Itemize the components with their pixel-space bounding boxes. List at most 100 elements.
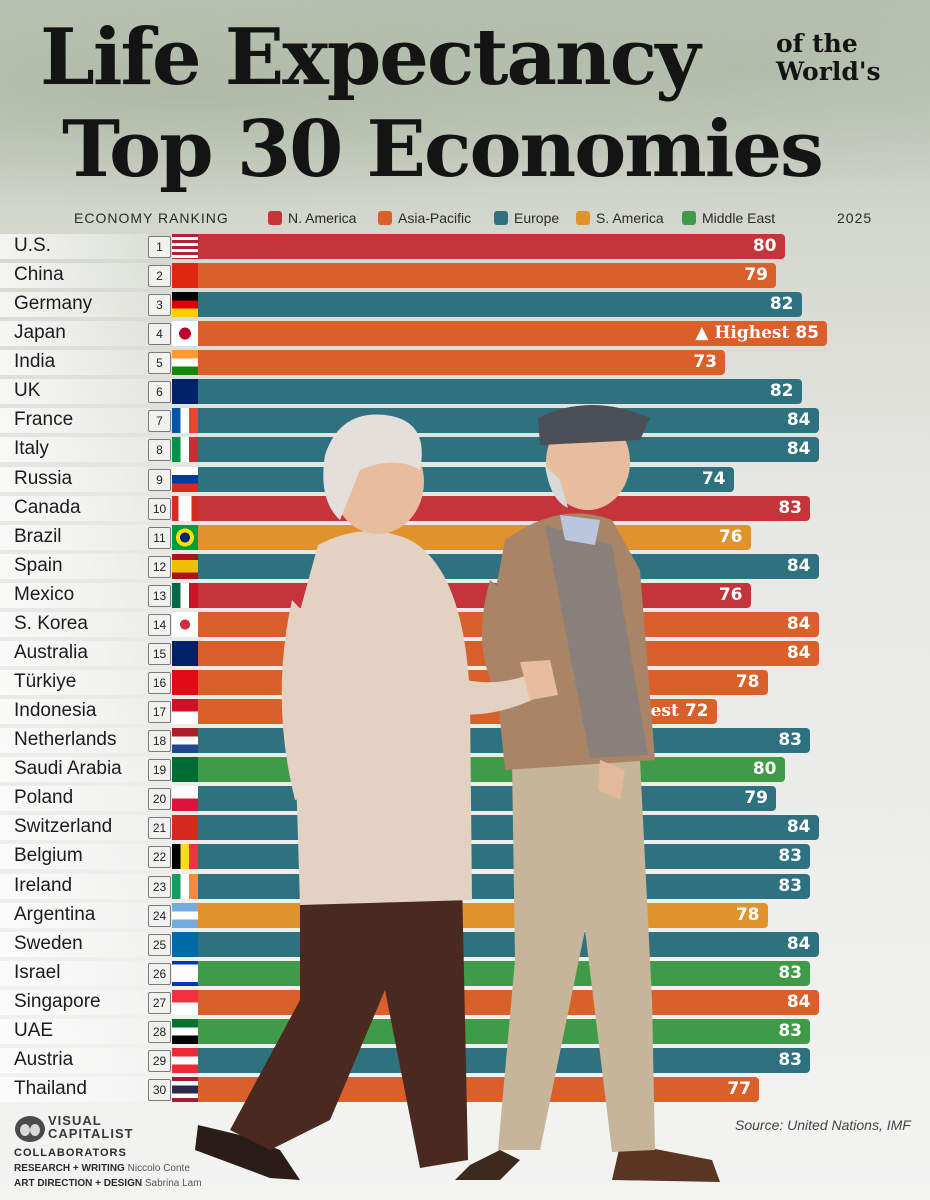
flag-icon [172,466,198,492]
row-label-background [0,670,150,696]
data-label: 74 [198,468,726,491]
row-label-background [0,234,150,259]
rank-badge: 29 [148,1049,171,1072]
country-label: Switzerland [14,816,113,838]
legend-swatch-europe [494,211,508,225]
flag-icon [172,553,198,579]
title-line-1: Life Expectancy [40,12,701,103]
row-label-background [0,931,150,957]
row-label-background [0,321,150,347]
row-label-background [0,292,150,318]
legend-label: S. America [596,210,664,226]
value-label: 72 [684,701,709,722]
rank-badge: 13 [148,584,171,607]
data-label: 73 [198,351,717,374]
value-label: 82 [769,294,794,315]
value-label: 83 [778,875,802,896]
flag-icon [172,234,198,259]
chart-row: Australia 15 84 [0,639,930,668]
country-label: Netherlands [14,729,117,751]
row-label-background [0,379,150,405]
research-name: Niccolo Conte [127,1163,190,1174]
flag-icon [172,873,198,899]
flag-icon [172,931,198,957]
flag-icon [172,437,198,463]
rank-badge: 15 [148,642,171,665]
row-label-background [0,263,150,289]
flag-icon [172,757,198,783]
data-label: 84 [198,816,811,839]
data-label: 79 [198,787,768,810]
country-label: Argentina [14,903,96,925]
rank-badge: 10 [148,497,171,520]
data-label: 84 [198,642,811,665]
country-label: Australia [14,641,88,663]
country-label: Brazil [14,525,62,547]
chart-row: U.S. 1 80 [0,232,930,261]
chart-row: Thailand 30 77 [0,1075,930,1104]
row-label-background [0,466,150,492]
country-label: Belgium [14,845,83,867]
credit-art: ART DIRECTION + DESIGN Sabrina Lam [14,1178,202,1189]
flag-icon [172,582,198,608]
chart-row: Saudi Arabia 19 80 [0,755,930,784]
flag-icon [172,379,198,405]
legend-item-europe: Europe [494,210,559,226]
value-label: 76 [718,584,743,605]
chart-row: Argentina 24 78 [0,901,930,930]
chart-row: Russia 9 74 [0,465,930,494]
chart-row: Canada 10 83 [0,494,930,523]
logo-line-2: CAPITALIST [48,1126,134,1141]
value-label: 84 [786,933,811,954]
value-label: 83 [778,1020,802,1041]
country-label: Russia [14,467,73,489]
rank-badge: 1 [148,236,171,258]
row-label-background [0,815,150,841]
legend-label: N. America [288,210,357,226]
rank-badge: 18 [148,730,171,753]
background-blur [0,0,930,230]
research-label: RESEARCH + WRITING [14,1163,125,1174]
credit-research: RESEARCH + WRITING Niccolo Conte [14,1163,190,1174]
flag-icon [172,1047,198,1073]
row-label-background [0,873,150,899]
chart-row: Belgium 22 83 [0,842,930,871]
country-label: Ireland [14,874,73,896]
row-label-background [0,728,150,754]
country-label: UAE [14,1019,54,1041]
flag-icon [172,524,198,550]
rank-badge: 22 [148,846,171,869]
flag-icon [172,292,198,318]
chart-row: UK 6 82 [0,377,930,406]
country-label: Spain [14,554,63,576]
flag-icon [172,408,198,434]
year-label: 2025 [837,210,873,226]
rank-badge: 5 [148,352,171,375]
legend-item-middle-east: Middle East [682,210,775,226]
country-label: Thailand [14,1078,87,1100]
flag-icon [172,495,198,521]
value-label: 84 [786,991,811,1012]
flag-icon [172,902,198,928]
data-label: 79 [198,264,768,287]
chart-row: Ireland 23 83 [0,872,930,901]
data-label: 83 [198,962,802,985]
legend-swatch-s-america [576,211,590,225]
flag-icon [172,699,198,725]
row-label-background [0,350,150,376]
data-label: 84 [198,555,811,578]
value-label: 83 [778,1049,802,1070]
country-label: Austria [14,1048,74,1070]
bar [198,321,827,347]
data-label: 80 [198,235,777,258]
rank-badge: 4 [148,323,171,346]
bar [198,379,802,405]
ranking-label: ECONOMY RANKING [74,210,229,226]
flag-icon [172,1077,198,1103]
data-label: 83 [198,875,802,898]
value-label: 80 [752,236,777,256]
data-label: 83 [198,497,802,520]
country-label: Singapore [14,990,101,1012]
bar [198,524,751,550]
rank-badge: 21 [148,817,171,840]
